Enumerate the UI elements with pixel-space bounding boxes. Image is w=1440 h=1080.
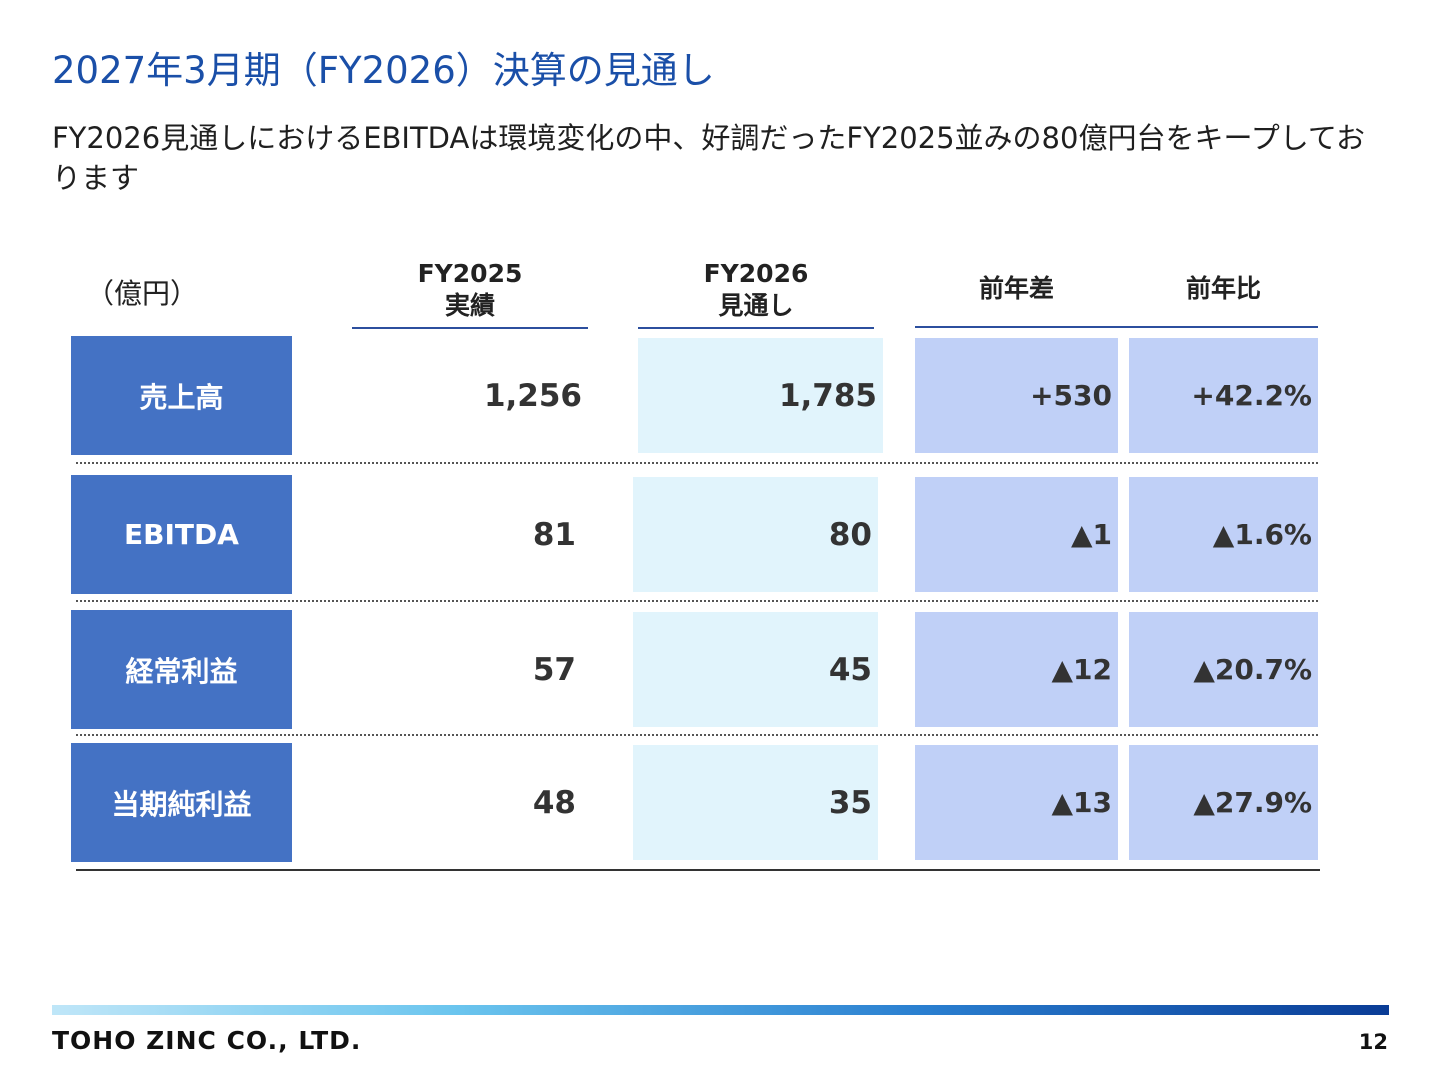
- company-logo-text: TOHO ZINC CO., LTD.: [52, 1026, 362, 1055]
- footer-gradient-bar: [52, 1005, 1389, 1015]
- cell-net-income-ratio: ▲27.9%: [1129, 745, 1318, 860]
- row-label-ebitda: EBITDA: [71, 475, 292, 594]
- header-rule-fy2025: [352, 327, 588, 329]
- header-rule-comparison: [915, 326, 1318, 328]
- cell-sales-diff: +530: [915, 338, 1118, 453]
- cell-sales-ratio: +42.2%: [1129, 338, 1318, 453]
- cell-net-income-fy2026: 35: [633, 745, 878, 860]
- cell-ebitda-fy2025: 81: [532, 516, 576, 553]
- column-header-fy2025-line1: FY2025: [417, 259, 523, 288]
- cell-ordinary-profit-ratio: ▲20.7%: [1129, 612, 1318, 727]
- column-header-fy2026: FY2026 見通し: [638, 258, 874, 322]
- cell-ordinary-profit-fy2025: 57: [532, 651, 576, 688]
- page-number: 12: [1358, 1030, 1388, 1054]
- row-divider: [76, 734, 1318, 736]
- cell-net-income-fy2025: 48: [532, 784, 576, 821]
- cell-sales-fy2025: 1,256: [483, 377, 582, 414]
- column-header-fy2026-line2: 見通し: [718, 291, 794, 320]
- slide-subtitle: FY2026見通しにおけるEBITDAは環境変化の中、好調だったFY2025並み…: [52, 121, 1365, 195]
- row-label-ordinary-profit: 経常利益: [71, 610, 292, 729]
- unit-label: （億円）: [86, 277, 199, 310]
- row-divider: [76, 462, 1318, 464]
- header-rule-fy2026: [638, 327, 874, 329]
- slide-title: 2027年3月期（FY2026）決算の見通し: [52, 49, 715, 92]
- cell-ordinary-profit-fy2026: 45: [633, 612, 878, 727]
- cell-ebitda-diff: ▲1: [915, 477, 1118, 592]
- row-label-sales: 売上高: [71, 336, 292, 455]
- cell-sales-fy2026: 1,785: [638, 338, 883, 453]
- row-label-net-income: 当期純利益: [71, 743, 292, 862]
- column-header-fy2025-line2: 実績: [444, 291, 495, 320]
- cell-ebitda-ratio: ▲1.6%: [1129, 477, 1318, 592]
- column-header-fy2026-line1: FY2026: [703, 259, 809, 288]
- cell-ebitda-fy2026: 80: [633, 477, 878, 592]
- row-divider: [76, 600, 1318, 602]
- table-bottom-rule: [76, 869, 1320, 871]
- column-header-fy2025: FY2025 実績: [352, 258, 588, 322]
- cell-net-income-diff: ▲13: [915, 745, 1118, 860]
- column-header-diff: 前年差: [978, 274, 1054, 303]
- column-header-ratio: 前年比: [1185, 274, 1261, 303]
- cell-ordinary-profit-diff: ▲12: [915, 612, 1118, 727]
